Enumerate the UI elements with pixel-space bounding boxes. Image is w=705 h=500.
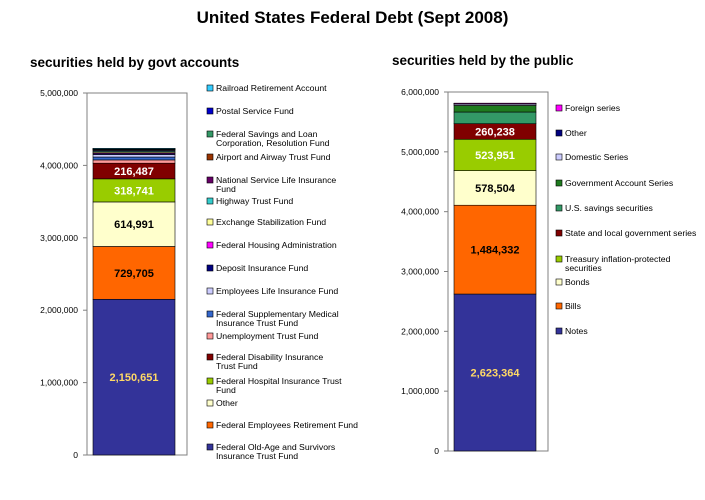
right-chart-subtitle: securities held by the public [392, 53, 574, 68]
bar-segment-employees-life-insurance-fund [92, 154, 176, 158]
legend-label: U.S. savings securities [565, 203, 654, 213]
legend-swatch-federal-disability-insurance-trust-fund [206, 353, 214, 361]
legend-swatch-railroad-retirement-account [206, 84, 214, 92]
bar-segment-treasury-inflation-protected-securities [453, 138, 537, 171]
y-tick-label: 3,000,000 [40, 233, 78, 243]
data-label: 1,484,332 [471, 245, 520, 257]
bar-segment-government-account-series [453, 105, 537, 113]
bar-segment-notes [453, 293, 537, 452]
legend-swatch-federal-hospital-insurance-trust-fund [206, 377, 214, 385]
y-tick-label: 6,000,000 [401, 87, 439, 97]
data-label: 523,951 [475, 150, 515, 162]
legend-swatch-employees-life-insurance-fund [206, 287, 214, 295]
legend-swatch-postal-service-fund [206, 107, 214, 115]
y-tick-label: 0 [73, 450, 78, 460]
data-label: 2,623,364 [471, 368, 521, 380]
bar-segment-railroad-retirement-account [92, 148, 176, 150]
legend-label: Federal Hospital Insurance Trust Fund [216, 376, 342, 395]
legend-swatch-national-service-life-insurance-fund [206, 176, 214, 184]
legend-label: Postal Service Fund [216, 106, 294, 116]
legend-label: Bonds [565, 277, 590, 287]
legend-swatch-u-s-savings-securities [555, 204, 563, 212]
y-tick-label: 4,000,000 [40, 160, 78, 170]
legend-swatch-highway-trust-fund [206, 197, 214, 205]
y-tick-label: 4,000,000 [401, 207, 439, 217]
legend-label: Notes [565, 326, 588, 336]
legend-label: Federal Supplementary Medical Insurance T… [216, 309, 339, 328]
bar-segment-other [92, 201, 176, 247]
legend-swatch-deposit-insurance-fund [206, 264, 214, 272]
legend-swatch-airport-and-airway-trust-fund [206, 153, 214, 161]
bar-segment-foreign-series [453, 102, 537, 105]
legend-swatch-government-account-series [555, 179, 563, 187]
y-tick-label: 5,000,000 [40, 88, 78, 98]
bar-segment-u-s-savings-securities [453, 111, 537, 124]
legend-swatch-exchange-stabilization-fund [206, 218, 214, 226]
bar-segment-bonds [453, 170, 537, 206]
legend-swatch-notes [555, 327, 563, 335]
bar-segment-unemployment-trust-fund [92, 159, 176, 164]
left-chart-subtitle: securities held by govt accounts [30, 55, 240, 70]
bar-segment-bills [453, 204, 537, 295]
bar-segment-federal-old-age-and-survivors-insurance-trust-fund [92, 298, 176, 456]
legend-label: Bills [565, 301, 582, 311]
data-label: 318,741 [114, 185, 154, 197]
y-tick-label: 5,000,000 [401, 147, 439, 157]
legend-swatch-bonds [555, 278, 563, 286]
legend-label: Other [565, 128, 587, 138]
legend-label: Airport and Airway Trust Fund [216, 152, 331, 162]
y-tick-label: 0 [434, 446, 439, 456]
legend-swatch-federal-old-age-and-survivors-insurance-trust-fund [206, 443, 214, 451]
legend-swatch-federal-housing-administration [206, 241, 214, 249]
y-tick-label: 3,000,000 [401, 267, 439, 277]
legend-label: Domestic Series [565, 152, 629, 162]
legend-swatch-unemployment-trust-fund [206, 332, 214, 340]
legend-label: Railroad Retirement Account [216, 83, 327, 93]
bar-segment-federal-supplementary-medical-insurance-trust-fund [92, 156, 176, 161]
legend-swatch-other [206, 399, 214, 407]
legend-swatch-domestic-series [555, 153, 563, 161]
legend-label: Foreign series [565, 103, 621, 113]
y-tick-label: 2,000,000 [401, 326, 439, 336]
legend-swatch-other [555, 129, 563, 137]
legend-label: Employees Life Insurance Fund [216, 286, 338, 296]
data-label: 729,705 [114, 268, 154, 280]
legend-label: Federal Housing Administration [216, 240, 337, 250]
legend-swatch-federal-supplementary-medical-insurance-trust-fund [206, 310, 214, 318]
legend-label: National Service Life Insurance Fund [216, 175, 336, 194]
legend-swatch-bills [555, 302, 563, 310]
legend-swatch-state-and-local-government-series [555, 229, 563, 237]
data-label: 578,504 [475, 183, 516, 195]
legend-label: Government Account Series [565, 178, 674, 188]
legend-swatch-foreign-series [555, 104, 563, 112]
legend-label: Exchange Stabilization Fund [216, 217, 326, 227]
legend-label: Other [216, 398, 238, 408]
data-label: 614,991 [114, 219, 154, 231]
legend-label: Deposit Insurance Fund [216, 263, 308, 273]
legend-label: Federal Disability Insurance Trust Fund [216, 352, 323, 371]
data-label: 2,150,651 [110, 372, 159, 384]
legend-label: Federal Old-Age and Survivors Insurance T… [216, 442, 336, 461]
legend-swatch-treasury-inflation-protected-securities [555, 255, 563, 263]
legend-label: Federal Employees Retirement Fund [216, 420, 358, 430]
legend-swatch-federal-employees-retirement-fund [206, 421, 214, 429]
legend-label: Treasury inflation-protected securities [565, 254, 671, 273]
bar-segment-federal-employees-retirement-fund [92, 246, 176, 300]
data-label: 216,487 [114, 166, 154, 178]
legend-label: Unemployment Trust Fund [216, 331, 319, 341]
y-tick-label: 1,000,000 [40, 378, 78, 388]
y-tick-label: 2,000,000 [40, 305, 78, 315]
data-label: 260,238 [475, 126, 515, 138]
legend-swatch-federal-savings-and-loan-corporation-resolution-fund [206, 130, 214, 138]
legend-label: Federal Savings and Loan Corporation, Res… [216, 129, 330, 148]
legend-label: Highway Trust Fund [216, 196, 293, 206]
page-title: United States Federal Debt (Sept 2008) [196, 8, 509, 27]
legend-label: State and local government series [565, 228, 697, 238]
y-tick-label: 1,000,000 [401, 386, 439, 396]
